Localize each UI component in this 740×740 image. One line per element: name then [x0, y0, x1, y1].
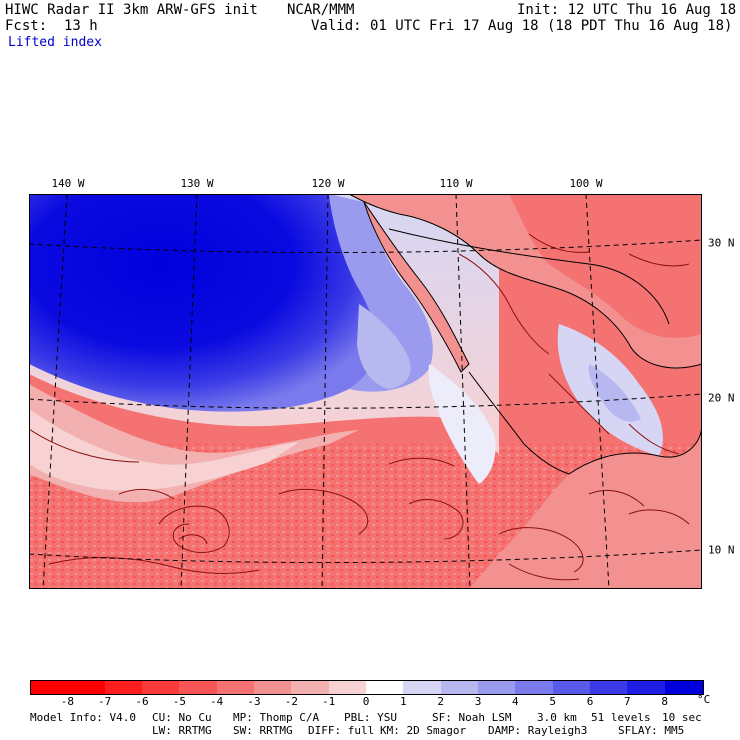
colorbar-unit: °C	[697, 693, 711, 706]
colorbar-tick-label: -1	[322, 695, 336, 708]
baja-peninsula	[364, 202, 469, 372]
lon-label-100w: 100 W	[569, 177, 603, 190]
colorbar-swatch	[478, 680, 516, 695]
stable-blue-fringe	[329, 194, 433, 392]
lat-label-10n: 10 N	[708, 543, 735, 557]
colorbar-tick-label: -5	[172, 695, 186, 708]
colorbar-tick-label: 3	[474, 695, 482, 708]
colorbar-tick-label: -4	[210, 695, 224, 708]
colorbar-swatch	[67, 680, 106, 695]
colorbar-swatch	[104, 680, 143, 695]
colorbar-tick-label: 6	[586, 695, 594, 708]
colorbar-swatch	[366, 680, 404, 695]
init-time: Init: 12 UTC Thu 16 Aug 18	[517, 2, 737, 18]
colorbar-tick-label: 4	[512, 695, 519, 708]
colorbar-swatch	[664, 680, 704, 695]
colorbar-tick-label: 8	[661, 695, 668, 708]
km-info: KM: 2D Smagor	[380, 724, 467, 737]
lon-label-140w: 140 W	[51, 177, 85, 190]
cumulus-info: CU: No Cu	[152, 711, 212, 724]
levels-info: 51 levels	[591, 711, 651, 724]
contour-lines	[29, 233, 690, 581]
field-name: Lifted index	[8, 35, 102, 50]
colorbar-tick-label: -6	[135, 695, 149, 708]
colorbar-swatch	[328, 680, 367, 695]
map-frame	[29, 194, 702, 589]
colorbar-swatch	[254, 680, 292, 695]
colorbar-swatch	[552, 680, 591, 695]
forecast-label: Fcst:	[5, 18, 48, 34]
shortwave-info: SW: RRTMG	[233, 724, 293, 737]
graticule	[29, 194, 702, 589]
colorbar-tick-label: -3	[247, 695, 261, 708]
plateau-blue-patch	[588, 364, 641, 422]
lon-label-130w: 130 W	[180, 177, 214, 190]
colorbar-swatch	[515, 680, 554, 695]
colorbar-tick-label: 0	[362, 695, 370, 708]
lon-label-120w: 120 W	[311, 177, 345, 190]
lifted-index-map	[29, 194, 702, 589]
colorbar-swatch	[403, 680, 442, 695]
lat-label-30n: 30 N	[708, 236, 735, 250]
pale-band	[29, 409, 299, 491]
colorbar-tick-label: 1	[400, 695, 407, 708]
colorbar-tick-label: -2	[284, 695, 298, 708]
colorbar-swatch	[30, 680, 69, 695]
model-info: Model Info: V4.0	[30, 711, 136, 724]
diffusion-info: DIFF: full	[308, 724, 375, 737]
colorbar-swatch	[179, 680, 218, 695]
lat-label-20n: 20 N	[708, 391, 735, 405]
model-title: HIWC Radar II 3km ARW-GFS init	[5, 2, 258, 18]
surface-info: SF: Noah LSM	[432, 711, 512, 724]
colorbar-tick-label: 7	[624, 695, 631, 708]
colorbar-swatch	[590, 680, 628, 695]
coastlines	[348, 194, 702, 475]
lon-label-110w: 110 W	[439, 177, 473, 190]
us-land	[509, 194, 702, 338]
colorbar-swatch	[627, 680, 666, 695]
microphysics-info: MP: Thomp C/A	[233, 711, 320, 724]
colorbar-swatch	[216, 680, 255, 695]
valid-time: Valid: 01 UTC Fri 17 Aug 18 (18 PDT Thu …	[311, 18, 733, 34]
colorbar-tick-label: 2	[437, 695, 444, 708]
colorbar-swatch	[291, 680, 330, 695]
stable-blue-region	[29, 194, 377, 412]
resolution-info: 3.0 km	[537, 711, 577, 724]
damping-info: DAMP: Rayleigh3	[488, 724, 588, 737]
stable-blue-patch	[357, 304, 411, 389]
colorbar-swatch	[440, 680, 479, 695]
sflay-info: SFLAY: MM5	[618, 724, 685, 737]
colorbar-swatch	[142, 680, 180, 695]
gulf-plume	[428, 364, 496, 484]
timestep-info: 10 sec	[662, 711, 702, 724]
forecast-hour: 13 h	[64, 18, 98, 34]
longwave-info: LW: RRTMG	[152, 724, 212, 737]
colorbar-tick-label: 5	[549, 695, 556, 708]
org-label: NCAR/MMM	[287, 2, 355, 18]
colorbar-tick-label: -7	[98, 695, 112, 708]
pbl-info: PBL: YSU	[344, 711, 397, 724]
colorbar-tick-label: -8	[60, 695, 74, 708]
